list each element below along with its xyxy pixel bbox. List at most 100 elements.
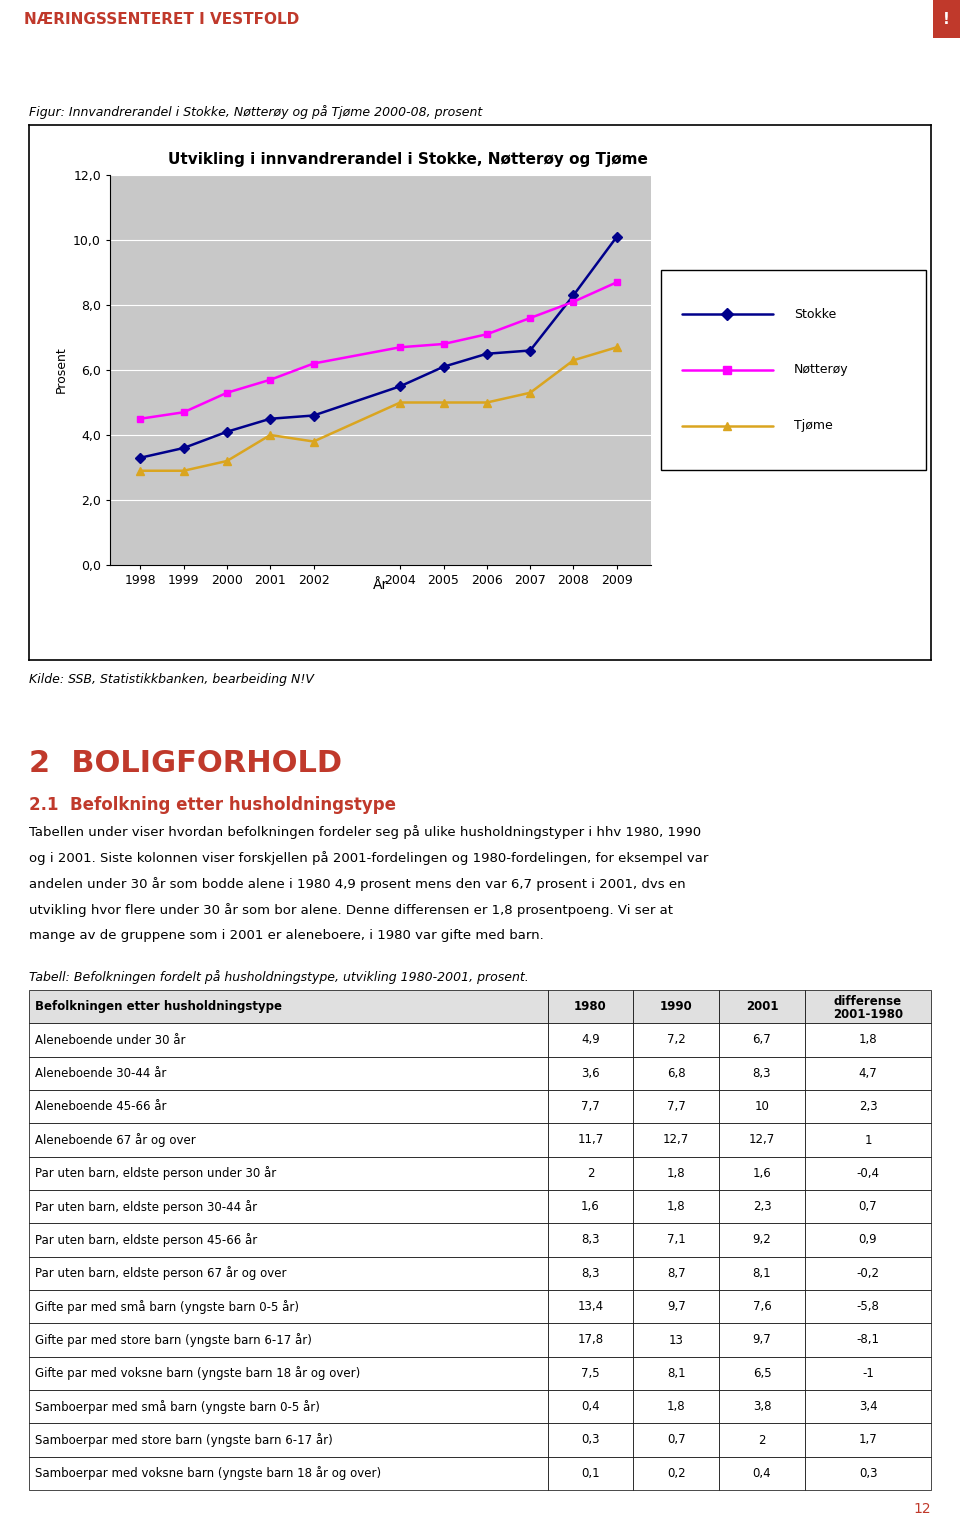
- Bar: [719, 1190, 804, 1224]
- Bar: [719, 1323, 804, 1356]
- Text: Samboerpar med små barn (yngste barn 0-5 år): Samboerpar med små barn (yngste barn 0-5…: [36, 1399, 320, 1414]
- Text: 1,8: 1,8: [667, 1201, 685, 1213]
- Text: 7,1: 7,1: [667, 1233, 685, 1247]
- Text: 7,5: 7,5: [581, 1367, 600, 1379]
- Nøtterøy: [221, 384, 232, 402]
- Text: 12,7: 12,7: [749, 1134, 775, 1146]
- Text: 1,6: 1,6: [753, 1167, 772, 1180]
- Bar: [29, 1123, 547, 1157]
- Text: 2.1  Befolkning etter husholdningstype: 2.1 Befolkning etter husholdningstype: [29, 796, 396, 814]
- Bar: [547, 1457, 634, 1490]
- Stokke: [134, 448, 146, 466]
- Bar: [719, 1224, 804, 1257]
- Stokke: [178, 439, 189, 457]
- Nøtterøy: [395, 338, 406, 357]
- Text: 13: 13: [669, 1334, 684, 1347]
- Bar: [547, 1423, 634, 1457]
- Text: !: !: [943, 12, 950, 26]
- Text: Utvikling i innvandrerandel i Stokke, Nøtterøy og Tjøme: Utvikling i innvandrerandel i Stokke, Nø…: [168, 152, 648, 166]
- Tjøme: [395, 393, 406, 411]
- Bar: [804, 1356, 931, 1390]
- Nøtterøy: [612, 273, 623, 291]
- Bar: [547, 1257, 634, 1289]
- Text: Aleneboende 30-44 år: Aleneboende 30-44 år: [36, 1067, 166, 1081]
- Text: Aleneboende 45-66 år: Aleneboende 45-66 år: [36, 1100, 167, 1113]
- Text: 1,7: 1,7: [858, 1434, 877, 1446]
- Bar: [634, 1090, 719, 1123]
- Nøtterøy: [178, 404, 189, 422]
- Bar: [804, 1423, 931, 1457]
- Tjøme: [612, 338, 623, 357]
- Text: 2: 2: [758, 1434, 766, 1446]
- Bar: [804, 1190, 931, 1224]
- Bar: [29, 1323, 547, 1356]
- Text: 1,8: 1,8: [858, 1033, 877, 1047]
- Text: 1: 1: [864, 1134, 872, 1146]
- Stokke: [395, 376, 406, 395]
- Bar: [547, 1289, 634, 1323]
- Text: Aleneboende 67 år og over: Aleneboende 67 år og over: [36, 1132, 196, 1148]
- Bar: [547, 991, 634, 1023]
- Tjøme: [265, 425, 276, 443]
- Bar: [547, 1356, 634, 1390]
- Text: differense: differense: [834, 995, 902, 1009]
- Bar: [719, 1257, 804, 1289]
- Bar: [634, 1157, 719, 1190]
- Text: 2001-1980: 2001-1980: [833, 1009, 903, 1021]
- Tjøme: [221, 451, 232, 469]
- Bar: [29, 1423, 547, 1457]
- Nøtterøy: [134, 410, 146, 428]
- Bar: [719, 1356, 804, 1390]
- Tjøme: [524, 384, 536, 402]
- Text: 7,2: 7,2: [667, 1033, 685, 1047]
- Stokke: [308, 407, 320, 425]
- Stokke: [612, 227, 623, 245]
- Bar: [634, 1289, 719, 1323]
- Nøtterøy: [481, 325, 492, 343]
- Stokke: [481, 344, 492, 363]
- Bar: [634, 1423, 719, 1457]
- Bar: [719, 1390, 804, 1423]
- Text: Kilde: SSB, Statistikkbanken, bearbeiding N!V: Kilde: SSB, Statistikkbanken, bearbeidin…: [29, 672, 314, 686]
- Tjøme: [481, 393, 492, 411]
- Text: Stokke: Stokke: [794, 308, 836, 320]
- Stokke: [438, 358, 449, 376]
- Bar: [719, 1457, 804, 1490]
- Text: 2: 2: [587, 1167, 594, 1180]
- Text: Tjøme: Tjøme: [794, 419, 832, 433]
- Y-axis label: Prosent: Prosent: [55, 346, 67, 393]
- Text: utvikling hvor flere under 30 år som bor alene. Denne differensen er 1,8 prosent: utvikling hvor flere under 30 år som bor…: [29, 904, 673, 917]
- Bar: [634, 1123, 719, 1157]
- Text: Tabellen under viser hvordan befolkningen fordeler seg på ulike husholdningstype: Tabellen under viser hvordan befolkninge…: [29, 824, 701, 840]
- Text: 13,4: 13,4: [578, 1300, 604, 1314]
- Bar: [804, 1390, 931, 1423]
- Text: 8,7: 8,7: [667, 1266, 685, 1280]
- Text: 9,7: 9,7: [753, 1334, 772, 1347]
- Text: -1: -1: [862, 1367, 874, 1379]
- Bar: [29, 1190, 547, 1224]
- Text: -0,2: -0,2: [856, 1266, 879, 1280]
- Bar: [29, 1157, 547, 1190]
- Bar: [804, 1090, 931, 1123]
- Text: 8,1: 8,1: [667, 1367, 685, 1379]
- Bar: [547, 1323, 634, 1356]
- Bar: [804, 1056, 931, 1090]
- Text: Par uten barn, eldste person 30-44 år: Par uten barn, eldste person 30-44 år: [36, 1199, 257, 1213]
- Bar: [719, 1423, 804, 1457]
- Bar: [933, 0, 960, 38]
- Text: Aleneboende under 30 år: Aleneboende under 30 år: [36, 1033, 185, 1047]
- Line: Nøtterøy: Nøtterøy: [137, 279, 620, 422]
- Text: 7,7: 7,7: [581, 1100, 600, 1113]
- Stokke: [221, 422, 232, 440]
- Text: 10: 10: [755, 1100, 769, 1113]
- Text: 1,8: 1,8: [667, 1401, 685, 1413]
- Text: 3,4: 3,4: [858, 1401, 877, 1413]
- Text: Gifte par med store barn (yngste barn 6-17 år): Gifte par med store barn (yngste barn 6-…: [36, 1334, 312, 1347]
- Text: 3,8: 3,8: [753, 1401, 771, 1413]
- Nøtterøy: [265, 370, 276, 389]
- Text: 0,2: 0,2: [667, 1466, 685, 1480]
- Bar: [804, 1123, 931, 1157]
- Text: 9,2: 9,2: [753, 1233, 772, 1247]
- Text: Tabell: Befolkningen fordelt på husholdningstype, utvikling 1980-2001, prosent.: Tabell: Befolkningen fordelt på husholdn…: [29, 971, 529, 985]
- Text: 0,4: 0,4: [581, 1401, 600, 1413]
